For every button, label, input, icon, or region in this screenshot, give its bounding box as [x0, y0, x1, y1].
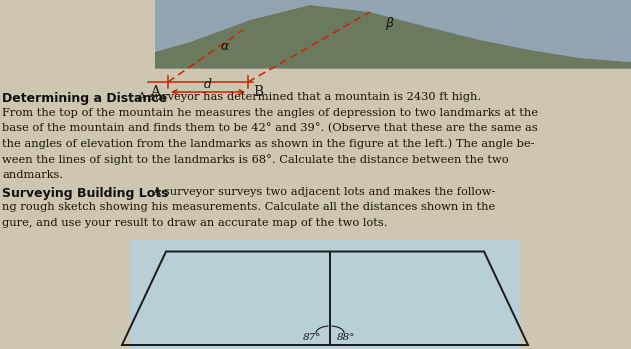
Text: d: d	[204, 78, 212, 91]
Text: α: α	[221, 40, 229, 53]
Text: From the top of the mountain he measures the angles of depression to two landmar: From the top of the mountain he measures…	[2, 107, 538, 118]
Polygon shape	[155, 5, 631, 68]
FancyBboxPatch shape	[130, 239, 520, 349]
Text: gure, and use your result to draw an accurate map of the two lots.: gure, and use your result to draw an acc…	[2, 218, 387, 228]
Text: 87°: 87°	[303, 333, 321, 342]
Text: β: β	[385, 17, 393, 30]
Text: 88°: 88°	[337, 333, 355, 342]
Text: B: B	[253, 85, 263, 99]
Polygon shape	[155, 0, 631, 68]
Text: ween the lines of sight to the landmarks is 68°. Calculate the distance between : ween the lines of sight to the landmarks…	[2, 154, 509, 165]
Text: andmarks.: andmarks.	[2, 170, 63, 179]
Text: ng rough sketch showing his measurements. Calculate all the distances shown in t: ng rough sketch showing his measurements…	[2, 202, 495, 213]
Text: Surveying Building Lots: Surveying Building Lots	[2, 187, 168, 200]
Polygon shape	[155, 0, 631, 62]
Text: the angles of elevation from the landmarks as shown in the figure at the left.) : the angles of elevation from the landmar…	[2, 139, 534, 149]
Text: base of the mountain and finds them to be 42° and 39°. (Observe that these are t: base of the mountain and finds them to b…	[2, 123, 538, 134]
Text: A surveyor surveys two adjacent lots and makes the follow-: A surveyor surveys two adjacent lots and…	[152, 187, 495, 197]
Text: A surveyor has determined that a mountain is 2430 ft high.: A surveyor has determined that a mountai…	[137, 92, 481, 102]
Text: Determining a Distance: Determining a Distance	[2, 92, 167, 105]
Text: A: A	[150, 85, 160, 99]
